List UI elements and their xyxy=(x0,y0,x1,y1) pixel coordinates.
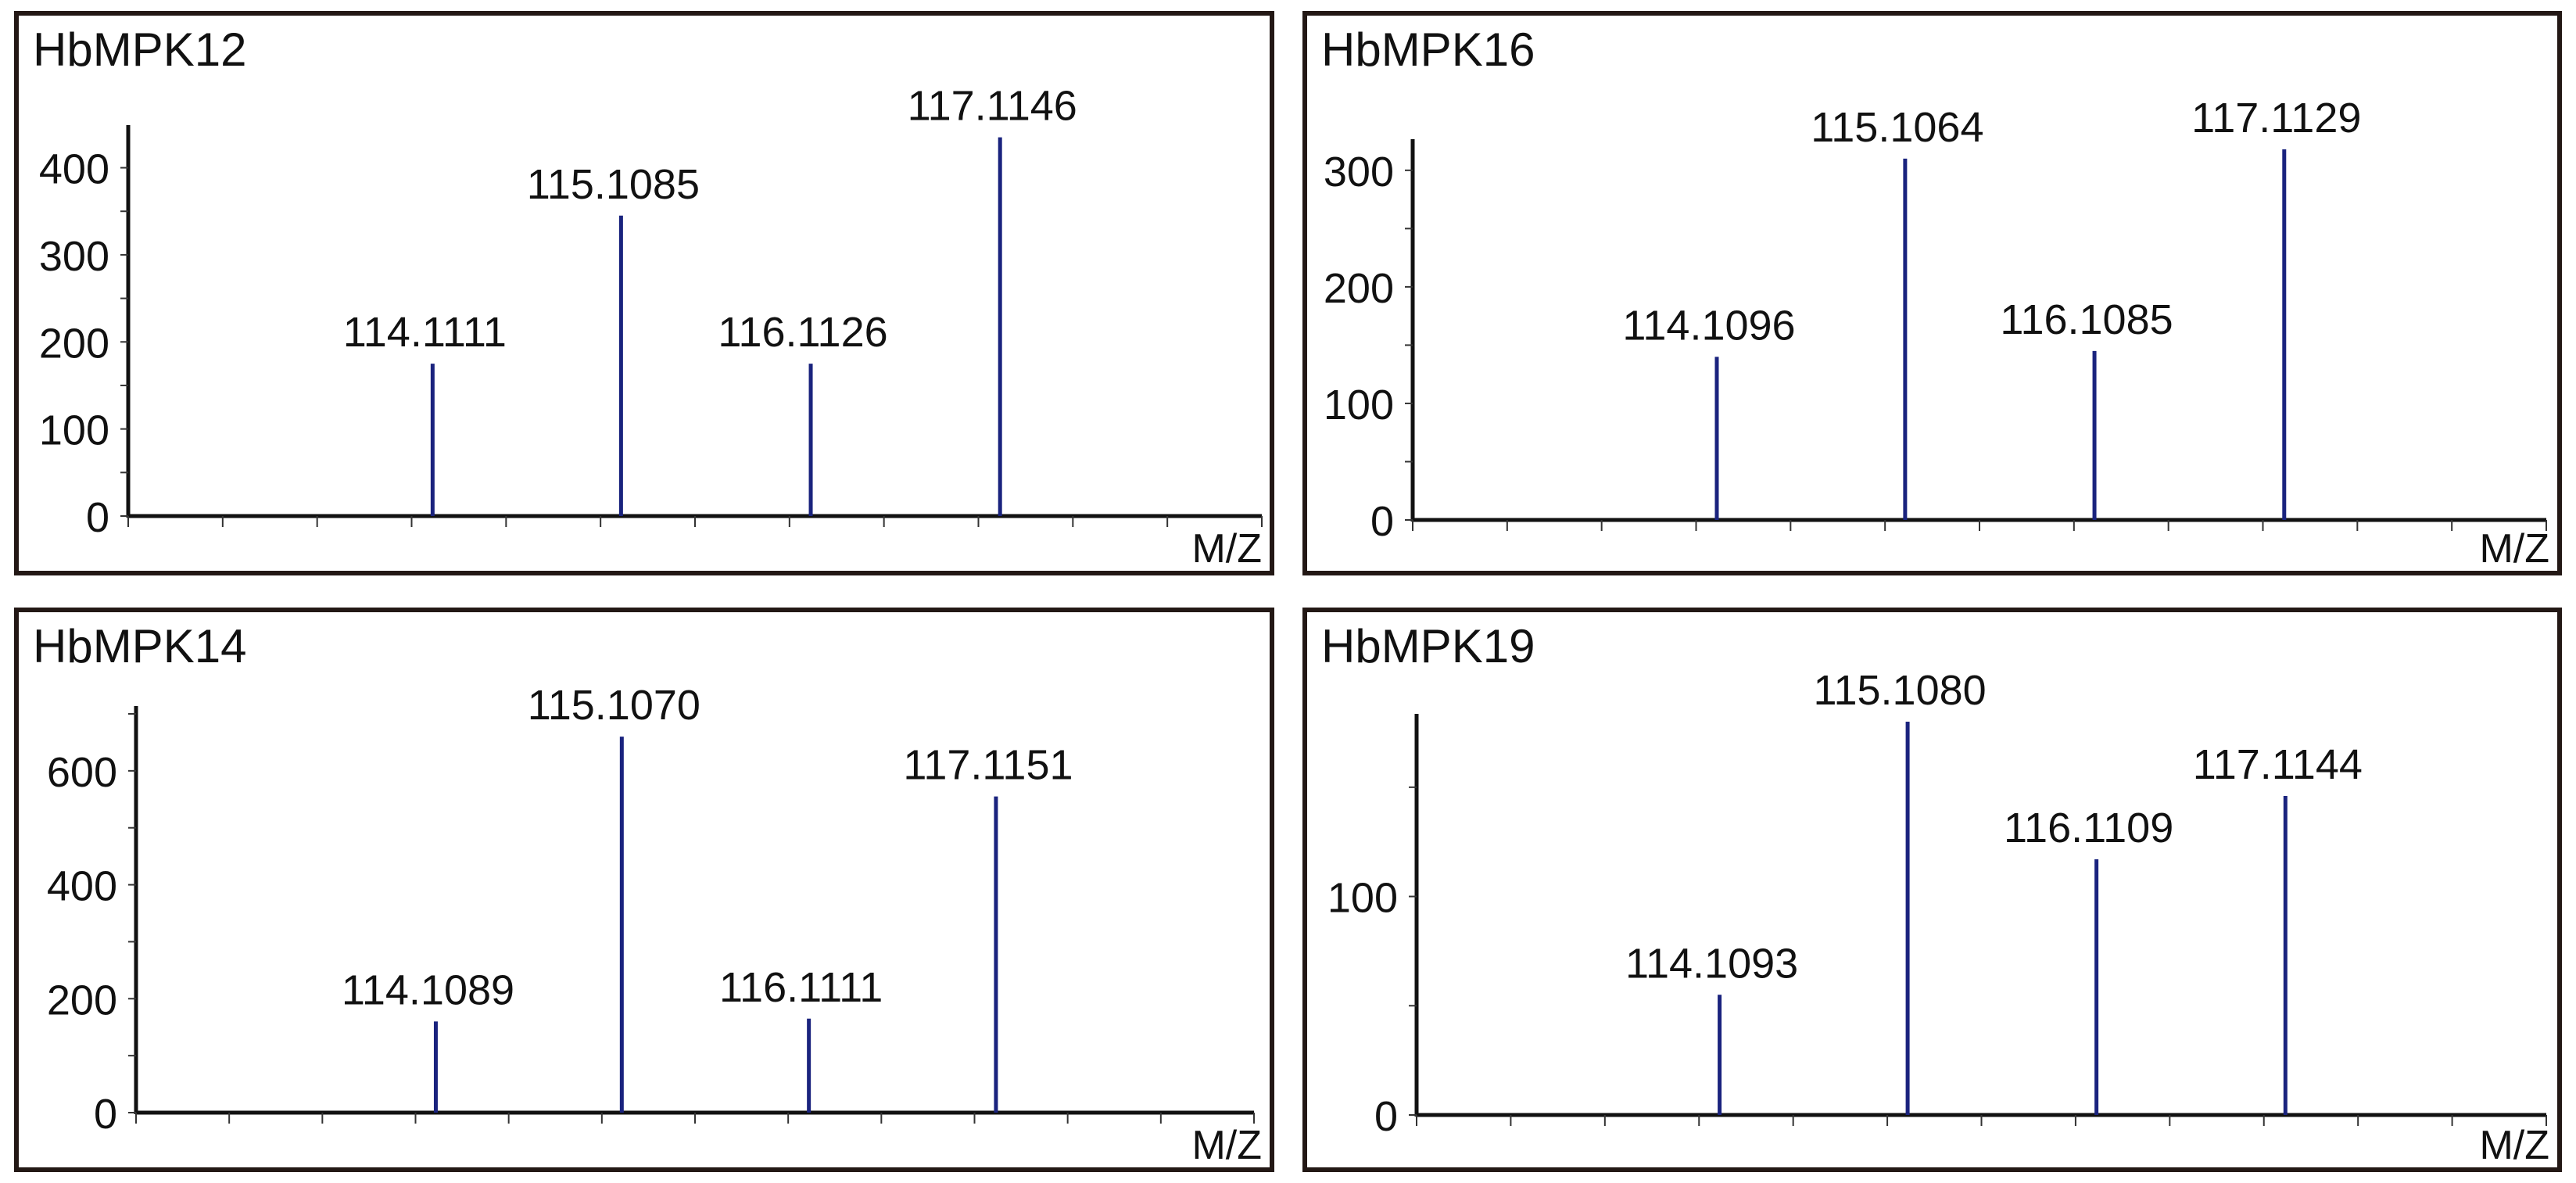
y-tick-label: 300 xyxy=(39,233,109,280)
peak-label: 117.1144 xyxy=(2193,741,2363,788)
peak-label: 114.1089 xyxy=(342,966,514,1013)
chart-panel-hbmpk16: HbMPK16 0 100 200 300 114.1096 115.1064 116.10… xyxy=(1302,11,2562,575)
y-tick-label: 0 xyxy=(86,494,109,541)
chart-plot: 0 200 400 600 114.1089 115.1070 116.1111 117.11… xyxy=(47,682,1255,1138)
peak-label: 116.1111 xyxy=(719,964,883,1011)
chart-title: HbMPK14 xyxy=(33,620,247,672)
peak-label: 117.1151 xyxy=(903,742,1073,789)
y-tick-label: 400 xyxy=(47,863,117,910)
y-tick-label: 200 xyxy=(1324,265,1394,312)
peak-label: 114.1111 xyxy=(343,309,507,356)
y-tick-label: 100 xyxy=(1324,382,1394,428)
peak-label: 116.1109 xyxy=(2004,805,2173,851)
peak-label: 114.1096 xyxy=(1622,302,1795,349)
peak-label: 115.1070 xyxy=(528,682,700,729)
chart-title: HbMPK19 xyxy=(1321,620,1535,672)
chart-plot: 0 100 200 300 114.1096 115.1064 116.1085 117.11… xyxy=(1324,95,2547,545)
y-tick-label: 100 xyxy=(39,407,109,454)
x-axis-label: M/Z xyxy=(1191,526,1262,572)
chart-plot: 0 100 114.1093 115.1080 116.1109 117.1144 xyxy=(1327,667,2547,1140)
y-tick-label: 200 xyxy=(47,977,117,1023)
chart-panel-hbmpk19: HbMPK19 0 100 114.1093 115.1080 116.1109 117.… xyxy=(1302,608,2562,1172)
peak-label: 117.1129 xyxy=(2191,95,2361,142)
y-tick-label: 400 xyxy=(39,146,109,193)
y-tick-label: 0 xyxy=(1370,498,1394,545)
x-axis-label: M/Z xyxy=(1191,1123,1262,1168)
peak-label: 115.1064 xyxy=(1811,104,1983,151)
peak-label: 115.1085 xyxy=(527,161,700,208)
peak-label: 116.1126 xyxy=(718,309,887,356)
peak-label: 115.1080 xyxy=(1813,667,1986,714)
y-tick-label: 600 xyxy=(47,749,117,796)
y-tick-label: 100 xyxy=(1327,875,1398,922)
chart-panel-hbmpk12: HbMPK12 0 100 200 300 400 114.1111 115.1085 116… xyxy=(14,11,1274,575)
y-tick-label: 200 xyxy=(39,320,109,367)
peak-label: 114.1093 xyxy=(1625,940,1798,987)
x-axis-label: M/Z xyxy=(2479,526,2549,572)
peak-label: 117.1146 xyxy=(908,83,1077,130)
y-tick-label: 300 xyxy=(1324,149,1394,195)
y-tick-label: 0 xyxy=(94,1091,117,1138)
chart-panel-hbmpk14: HbMPK14 0 200 400 600 114.1089 115.1070 116.11… xyxy=(14,608,1274,1172)
peak-label: 116.1085 xyxy=(2000,296,2173,343)
chart-title: HbMPK16 xyxy=(1321,23,1535,76)
y-tick-label: 0 xyxy=(1374,1093,1398,1140)
chart-plot: 0 100 200 300 400 114.1111 115.1085 116.1126 117… xyxy=(39,83,1263,541)
chart-title: HbMPK12 xyxy=(33,23,247,76)
x-axis-label: M/Z xyxy=(2479,1123,2549,1168)
